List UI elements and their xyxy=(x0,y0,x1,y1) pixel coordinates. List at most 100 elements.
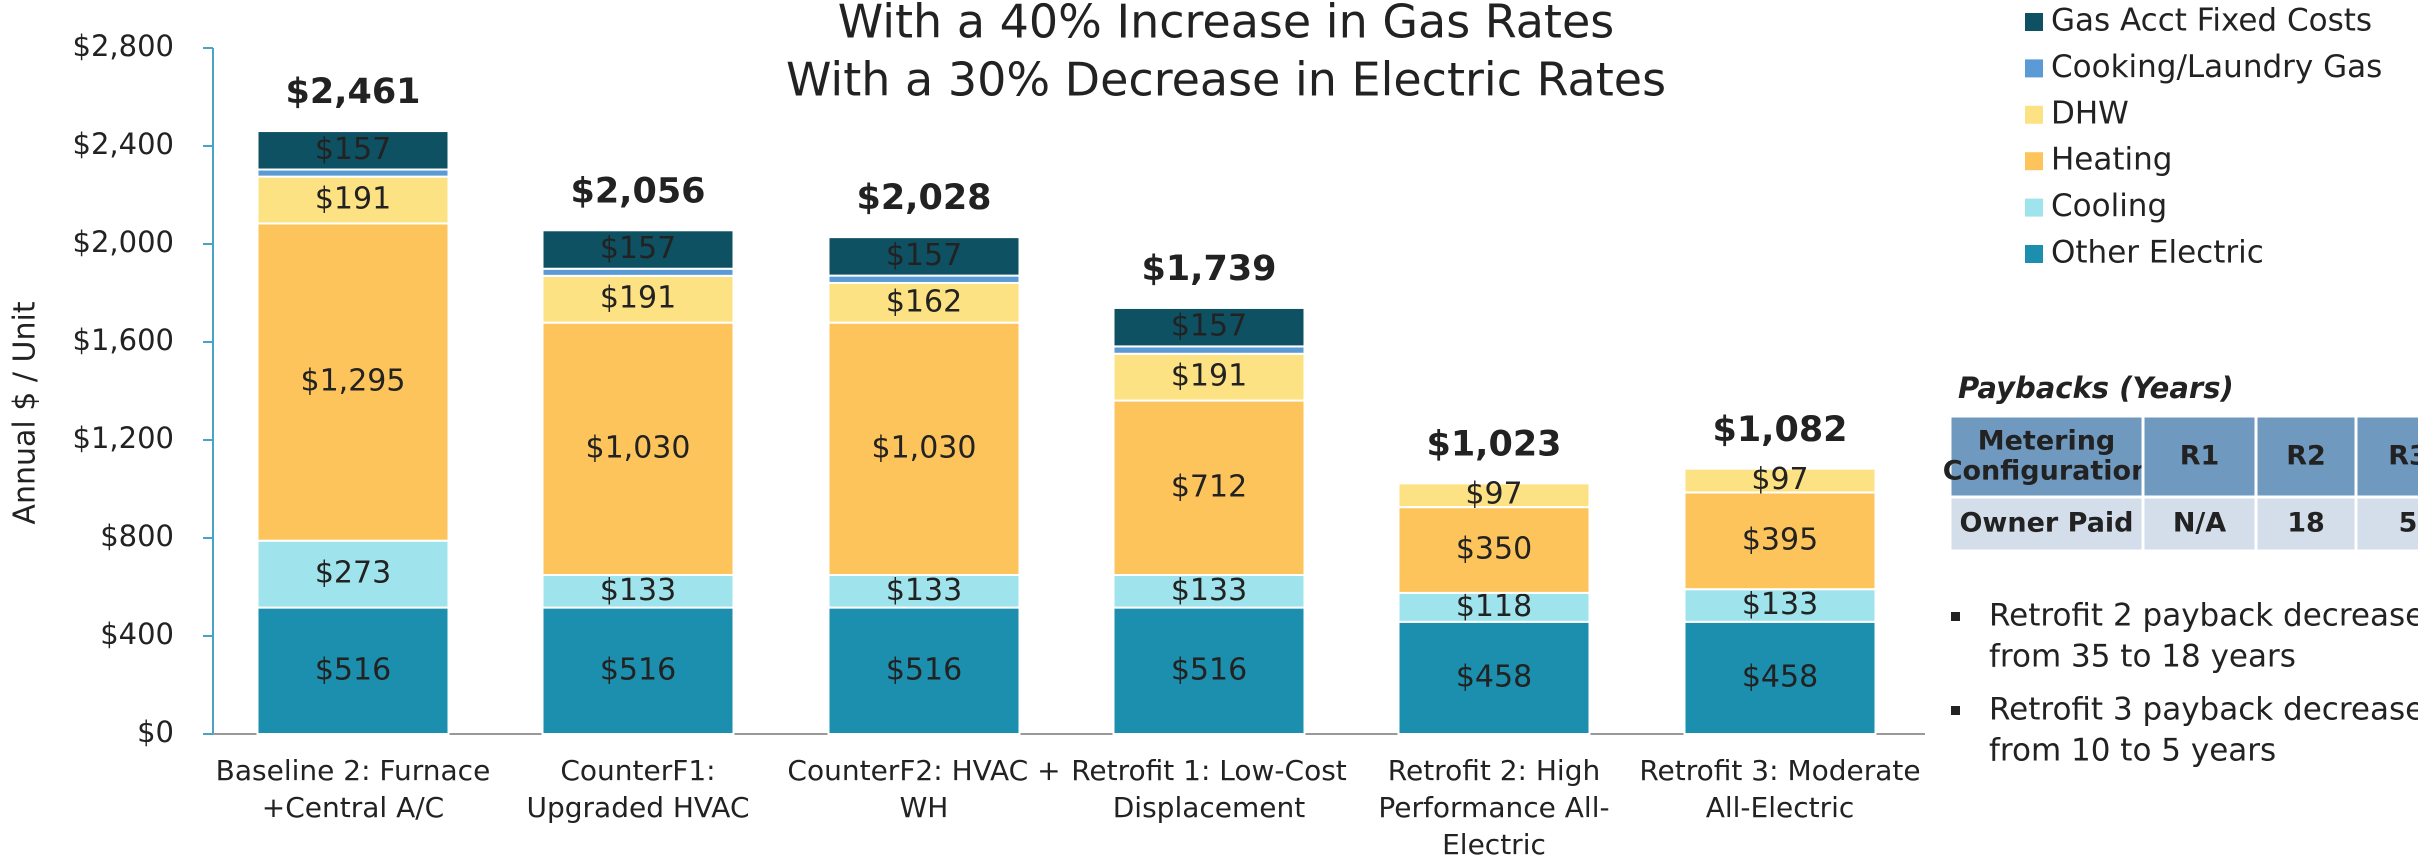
bar-segment xyxy=(827,606,1021,736)
data-label: $395 xyxy=(1742,522,1818,557)
data-label: $157 xyxy=(600,231,676,266)
data-label: $133 xyxy=(600,573,676,608)
y-tick-label: $400 xyxy=(100,617,174,651)
data-label: $191 xyxy=(600,281,676,316)
data-label: $118 xyxy=(1456,589,1532,624)
table-title: Paybacks (Years) xyxy=(1958,371,2234,405)
y-tick-label: $1,600 xyxy=(73,323,174,357)
table-header-text: R3 xyxy=(2388,441,2418,472)
data-label: $191 xyxy=(1171,359,1247,394)
table-header-text: R2 xyxy=(2286,441,2326,472)
data-label: $516 xyxy=(315,652,391,687)
table-cell xyxy=(2354,495,2418,553)
data-label: $458 xyxy=(1456,659,1532,694)
bar-segment xyxy=(1112,573,1306,609)
data-label: $350 xyxy=(1456,532,1532,567)
x-tick-label: Upgraded HVAC xyxy=(526,791,749,824)
data-label: $191 xyxy=(315,182,391,217)
x-tick-label: Electric xyxy=(1442,828,1546,859)
bar-segment xyxy=(1683,588,1877,623)
bar-segment xyxy=(1397,591,1591,623)
legend-swatch xyxy=(2025,198,2043,217)
data-label: $458 xyxy=(1742,659,1818,694)
bar-segment xyxy=(541,274,735,324)
legend-swatch xyxy=(2025,152,2043,171)
table-header-cell xyxy=(2354,414,2418,499)
table-cell-text: N/A xyxy=(2173,508,2226,539)
data-label: $162 xyxy=(886,284,962,319)
bar-segment xyxy=(1112,606,1306,736)
table-cell xyxy=(1948,495,2145,553)
x-tick-label: Displacement xyxy=(1113,791,1306,824)
legend-label: Heating xyxy=(2051,142,2172,178)
data-label: $273 xyxy=(315,556,391,591)
total-label: $2,056 xyxy=(570,171,705,211)
x-tick-label: Retrofit 3: Moderate xyxy=(1639,754,1920,787)
total-label: $1,023 xyxy=(1426,424,1561,464)
legend-label: Cooking/Laundry Gas xyxy=(2051,49,2382,85)
legend-swatch xyxy=(2025,105,2043,124)
data-label: $157 xyxy=(315,132,391,167)
bar-segment xyxy=(256,175,450,225)
y-tick-label: $2,800 xyxy=(73,29,174,63)
data-label: $1,295 xyxy=(301,364,406,399)
bar-segment xyxy=(1683,620,1877,735)
data-label: $157 xyxy=(886,238,962,273)
data-label: $1,030 xyxy=(586,430,691,465)
total-label: $2,461 xyxy=(285,72,420,112)
data-label: $133 xyxy=(1171,573,1247,608)
data-label: $1,030 xyxy=(872,430,977,465)
bar-segment xyxy=(1112,345,1306,355)
bar-segment xyxy=(1683,467,1877,494)
legend-swatch xyxy=(2025,59,2043,78)
bar-segment xyxy=(1397,620,1591,735)
x-tick-label: Baseline 2: Furnace xyxy=(216,754,491,787)
bar-segment xyxy=(827,321,1021,576)
data-label: $157 xyxy=(1171,309,1247,344)
table-header-text: Metering xyxy=(1978,426,2116,457)
bar-segment xyxy=(827,573,1021,609)
y-tick-label: $2,400 xyxy=(73,127,174,161)
table-header-text: Configuration xyxy=(1943,456,2151,487)
x-tick-label: WH xyxy=(900,791,949,824)
data-label: $516 xyxy=(600,652,676,687)
y-tick-label: $2,000 xyxy=(73,225,174,259)
bullet-text: Retrofit 2 payback decreases xyxy=(1989,598,2418,634)
bar-segment xyxy=(1683,491,1877,591)
bar-segment xyxy=(541,606,735,736)
legend-swatch xyxy=(2025,13,2043,31)
legend-label: DHW xyxy=(2051,95,2129,131)
legend-swatch xyxy=(2025,245,2043,263)
title-line: With a 40% Increase in Gas Rates xyxy=(838,0,1614,49)
data-label: $516 xyxy=(1171,652,1247,687)
legend-label: Other Electric xyxy=(2051,235,2264,271)
x-tick-label: +Central A/C xyxy=(262,791,444,824)
title-line: With a 30% Decrease in Electric Rates xyxy=(786,53,1666,107)
table-header-cell xyxy=(1948,414,2145,499)
data-label: $133 xyxy=(1742,587,1818,622)
total-label: $1,739 xyxy=(1141,249,1276,289)
x-tick-label: CounterF2: HVAC + xyxy=(787,754,1060,787)
x-tick-label: Performance All- xyxy=(1378,791,1609,824)
bar-segment xyxy=(256,222,450,542)
y-tick-label: $800 xyxy=(100,519,174,553)
data-label: $133 xyxy=(886,573,962,608)
data-label: $97 xyxy=(1751,462,1808,497)
x-tick-label: CounterF1: xyxy=(560,754,715,787)
table-cell xyxy=(2141,495,2258,553)
y-tick-label: $1,200 xyxy=(73,421,174,455)
data-label: $97 xyxy=(1465,477,1522,512)
y-tick-label: $0 xyxy=(137,715,174,749)
bar-segment xyxy=(541,229,735,270)
y-axis-label: Annual $ / Unit xyxy=(8,301,43,524)
bar-segment xyxy=(256,168,450,178)
table-cell-text: 18 xyxy=(2287,508,2325,539)
legend-label: Gas Acct Fixed Costs xyxy=(2051,3,2372,39)
bullet-text: from 35 to 18 years xyxy=(1989,639,2296,675)
bar-segment xyxy=(827,236,1021,277)
legend-label: Cooling xyxy=(2051,188,2167,224)
bar-segment xyxy=(827,274,1021,284)
total-label: $1,082 xyxy=(1712,410,1847,450)
bar-segment xyxy=(541,321,735,576)
